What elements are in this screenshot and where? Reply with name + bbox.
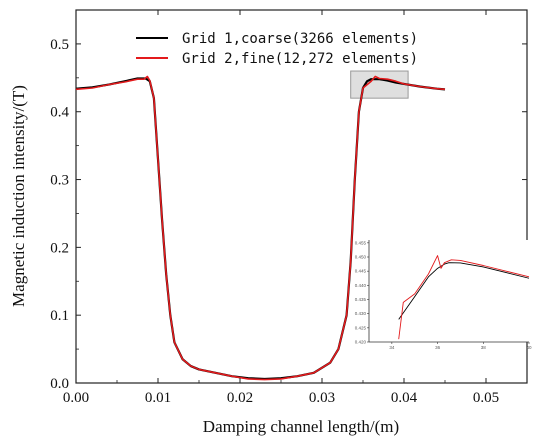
inset-series-line-1 — [398, 262, 530, 320]
y-tick-label: 0.1 — [50, 308, 69, 324]
y-axis-title: Magnetic induction intensity/(T) — [9, 85, 28, 307]
inset-y-tick-label: 0.440 — [355, 283, 367, 288]
inset-y-tick-label: 0.445 — [355, 269, 367, 274]
x-tick-label: 0.01 — [145, 390, 171, 406]
inset-y-tick-label: 0.455 — [355, 240, 367, 245]
inset-y-tick-label: 0.450 — [355, 255, 367, 260]
x-tick-label: 0.00 — [63, 390, 89, 406]
inset-x-tick-label: 34 — [389, 345, 395, 350]
x-tick-label: 0.05 — [473, 390, 499, 406]
inset-y-tick-label: 0.435 — [355, 297, 367, 302]
x-tick-label: 0.04 — [391, 390, 418, 406]
y-tick-label: 0.0 — [50, 376, 69, 392]
zoom-highlight-box — [350, 70, 409, 99]
inset-y-tick-label: 0.425 — [355, 325, 367, 330]
y-tick-label: 0.2 — [50, 240, 69, 256]
inset-y-tick-label: 0.420 — [355, 340, 367, 345]
x-tick-label: 0.03 — [309, 390, 335, 406]
y-tick-label: 0.5 — [50, 37, 69, 53]
series-line-grid-2 — [75, 75, 446, 381]
y-tick-label: 0.4 — [50, 105, 69, 121]
inset-x-tick-label: 36 — [435, 345, 441, 350]
legend-label-grid-1: Grid 1,coarse(3266 elements) — [182, 31, 418, 47]
inset-x-tick-label: 40 — [526, 345, 532, 350]
legend-label-grid-2: Grid 2,fine(12,272 elements) — [182, 51, 418, 67]
y-tick-label: 0.3 — [50, 173, 69, 189]
inset-background — [369, 240, 529, 342]
inset-series-line-2 — [398, 255, 530, 340]
inset-y-tick-label: 0.430 — [355, 311, 367, 316]
inset-x-tick-label: 38 — [481, 345, 487, 350]
x-tick-label: 0.02 — [227, 390, 253, 406]
x-axis-title: Damping channel length/(m) — [203, 417, 399, 436]
